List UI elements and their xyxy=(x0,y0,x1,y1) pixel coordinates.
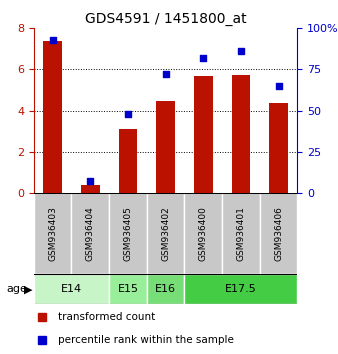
Bar xyxy=(34,274,109,304)
Text: GSM936400: GSM936400 xyxy=(199,206,208,261)
Text: GSM936405: GSM936405 xyxy=(123,206,132,261)
Text: percentile rank within the sample: percentile rank within the sample xyxy=(57,335,234,346)
Point xyxy=(163,72,168,77)
Bar xyxy=(260,193,297,274)
Text: E16: E16 xyxy=(155,284,176,295)
Point xyxy=(50,37,55,43)
Text: GSM936401: GSM936401 xyxy=(237,206,245,261)
Point xyxy=(88,178,93,184)
Bar xyxy=(109,193,147,274)
Point xyxy=(200,55,206,61)
Bar xyxy=(147,274,185,304)
Text: transformed count: transformed count xyxy=(57,312,155,322)
Text: E15: E15 xyxy=(118,284,139,295)
Text: GSM936404: GSM936404 xyxy=(86,206,95,261)
Text: GSM936402: GSM936402 xyxy=(161,206,170,261)
Bar xyxy=(81,185,100,193)
Point xyxy=(125,111,131,117)
Bar xyxy=(185,193,222,274)
Bar xyxy=(43,41,62,193)
Point xyxy=(238,48,244,54)
Bar xyxy=(185,274,297,304)
Bar xyxy=(269,103,288,193)
Bar xyxy=(156,101,175,193)
Bar xyxy=(34,193,71,274)
Text: ▶: ▶ xyxy=(24,284,32,295)
Bar xyxy=(222,193,260,274)
Bar xyxy=(232,75,250,193)
Bar xyxy=(71,193,109,274)
Text: GSM936406: GSM936406 xyxy=(274,206,283,261)
Text: age: age xyxy=(6,284,27,295)
Point xyxy=(276,83,281,89)
Bar xyxy=(109,274,147,304)
Title: GDS4591 / 1451800_at: GDS4591 / 1451800_at xyxy=(85,12,246,26)
Text: E14: E14 xyxy=(61,284,82,295)
Bar xyxy=(119,129,137,193)
Text: GSM936403: GSM936403 xyxy=(48,206,57,261)
Bar xyxy=(147,193,185,274)
Bar xyxy=(194,76,213,193)
Text: E17.5: E17.5 xyxy=(225,284,257,295)
